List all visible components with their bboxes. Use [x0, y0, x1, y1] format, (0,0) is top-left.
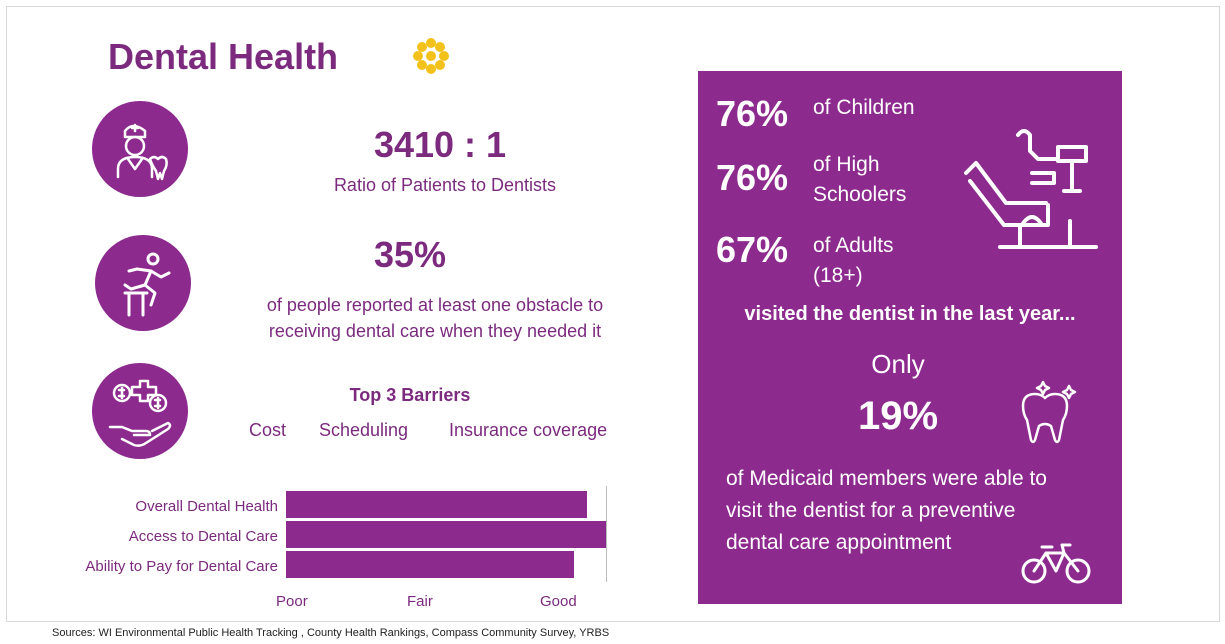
money-health-hand-icon: [92, 363, 188, 459]
only-text: Only: [838, 349, 958, 380]
hurdle-runner-icon: [95, 235, 191, 331]
ratio-value: 3410 : 1: [240, 124, 640, 166]
obstacle-caption-line1: of people reported at least one obstacle…: [215, 292, 655, 318]
adults-percent: 67%: [716, 229, 788, 271]
barrier-scheduling: Scheduling: [319, 420, 408, 441]
barriers-heading: Top 3 Barriers: [300, 385, 520, 406]
sources-footer: Sources: WI Environmental Public Health …: [52, 627, 609, 639]
medicaid-percent: 19%: [818, 394, 978, 439]
adults-label: of Adults (18+): [813, 231, 894, 291]
obstacle-caption-line2: receiving dental care when they needed i…: [215, 318, 655, 344]
bar-label-overall: Overall Dental Health: [48, 498, 278, 515]
children-label: of Children: [813, 93, 915, 123]
bar-label-ability: Ability to Pay for Dental Care: [48, 558, 278, 575]
chart-axis-line: [606, 486, 607, 582]
highschool-label-line2: Schoolers: [813, 180, 906, 210]
adults-label-line1: of Adults: [813, 231, 894, 261]
medicaid-caption-line2: visit the dentist for a preventive: [726, 495, 1116, 527]
bar-ability: [286, 551, 574, 578]
obstacle-percent: 35%: [300, 234, 520, 276]
tick-good: Good: [540, 593, 577, 610]
flower-icon: [410, 35, 452, 77]
dental-chair-icon: [960, 125, 1100, 255]
medicaid-caption-line1: of Medicaid members were able to: [726, 463, 1116, 495]
tick-poor: Poor: [276, 593, 308, 610]
sparkling-tooth-icon: [1013, 376, 1085, 448]
highschool-label: of High Schoolers: [813, 150, 906, 210]
bar-label-access: Access to Dental Care: [48, 528, 278, 545]
bar-overall: [286, 491, 587, 518]
bar-access: [286, 521, 606, 548]
barrier-insurance: Insurance coverage: [449, 420, 607, 441]
ratio-caption: Ratio of Patients to Dentists: [240, 175, 650, 196]
page-title: Dental Health: [108, 36, 338, 78]
barrier-cost: Cost: [249, 420, 286, 441]
highschool-percent: 76%: [716, 157, 788, 199]
dental-visits-panel: 76% of Children 76% of High Schoolers 67…: [698, 71, 1122, 604]
tick-fair: Fair: [407, 593, 433, 610]
bar-chart: Overall Dental Health Access to Dental C…: [40, 486, 620, 616]
obstacle-caption: of people reported at least one obstacle…: [215, 292, 655, 344]
adults-label-line2: (18+): [813, 261, 894, 291]
children-percent: 76%: [716, 93, 788, 135]
highschool-label-line1: of High: [813, 150, 906, 180]
dentist-icon: [92, 101, 188, 197]
bicycle-icon: [1020, 539, 1092, 587]
visited-text: visited the dentist in the last year...: [698, 303, 1122, 326]
